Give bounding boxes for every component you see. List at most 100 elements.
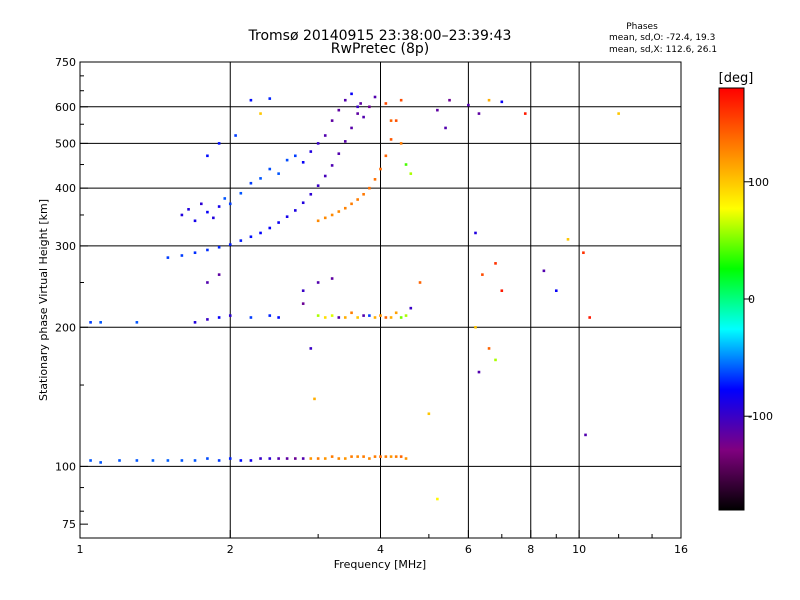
data-point [89,459,92,462]
x-tick-label: 1 [77,543,84,556]
data-point [330,164,334,167]
axis-ticks: 1 2 4 6 8 10 16 75 100 200 300 400 500 600 750 [55,56,688,556]
data-point [368,105,371,109]
data-point [259,231,262,235]
data-point [193,219,197,223]
data-point [301,161,305,164]
data-point [118,459,121,462]
data-point [316,457,320,460]
data-point [309,192,313,196]
data-point [444,126,447,130]
data-point [356,198,359,201]
data-point [404,457,408,460]
colorbar-tick-label: 0 [748,293,755,306]
data-point [394,311,398,315]
data-point [394,455,398,458]
data-point [313,397,316,401]
data-point [217,205,221,208]
y-tick-label: 100 [55,460,76,473]
data-point [259,112,262,115]
data-point [228,314,232,317]
data-points [89,92,620,501]
data-point [285,457,289,460]
data-point [542,269,546,273]
data-point [389,138,393,141]
data-point [166,459,170,462]
data-point [239,239,243,242]
data-point [285,215,289,218]
data-point [584,433,587,437]
data-point [418,281,422,284]
data-point [294,457,297,460]
data-point [474,325,477,329]
data-point [212,216,215,220]
data-point [206,210,209,214]
x-tick-label: 6 [465,543,472,556]
data-point [368,457,371,460]
data-point [337,457,341,460]
data-point [316,314,320,317]
data-point [249,235,253,239]
data-point [316,281,320,284]
data-point [337,108,341,112]
x-tick-label: 16 [674,543,688,556]
data-point [436,497,439,501]
data-point [316,219,320,223]
data-point [368,314,371,317]
data-point [359,102,362,105]
y-tick-label: 750 [55,56,76,69]
data-point [193,251,197,255]
data-point [249,316,253,319]
data-point [309,150,313,153]
data-point [268,226,272,230]
x-axis-label: Frequency [MHz] [334,558,426,571]
y-axis-label: Stationary phase Virtual Height [km] [37,199,50,401]
data-point [99,461,102,464]
data-point [330,277,334,280]
data-point [330,314,334,317]
data-point [206,154,209,158]
data-point [379,167,382,171]
gridlines [80,62,681,538]
data-point [481,273,484,276]
data-point [343,98,347,102]
data-point [228,243,232,246]
data-point [500,100,504,104]
data-point [217,142,221,145]
data-point [285,158,289,162]
data-point [228,202,232,206]
data-point [294,154,297,158]
data-point [477,370,481,374]
data-point [217,459,221,462]
data-point [268,167,272,171]
data-point [309,347,313,350]
y-tick-label: 300 [55,240,76,253]
data-point [350,92,353,96]
data-point [206,318,209,321]
data-point [356,455,359,458]
data-point [350,455,353,458]
data-point [356,112,359,115]
data-point [356,316,359,319]
data-point [399,98,403,102]
data-point [362,455,365,458]
data-point [277,221,280,224]
data-point [330,119,334,122]
x-tick-label: 2 [227,543,234,556]
data-point [330,455,334,458]
data-point [343,316,347,319]
data-point [135,459,139,462]
data-point [404,314,408,317]
data-point [343,140,347,143]
data-point [566,238,570,241]
data-point [268,314,272,317]
data-point [379,455,382,458]
data-point [409,172,413,175]
data-point [206,281,209,284]
data-point [474,231,477,235]
data-point [448,98,451,102]
data-point [135,321,139,324]
data-point [277,457,280,460]
data-point [399,316,403,319]
